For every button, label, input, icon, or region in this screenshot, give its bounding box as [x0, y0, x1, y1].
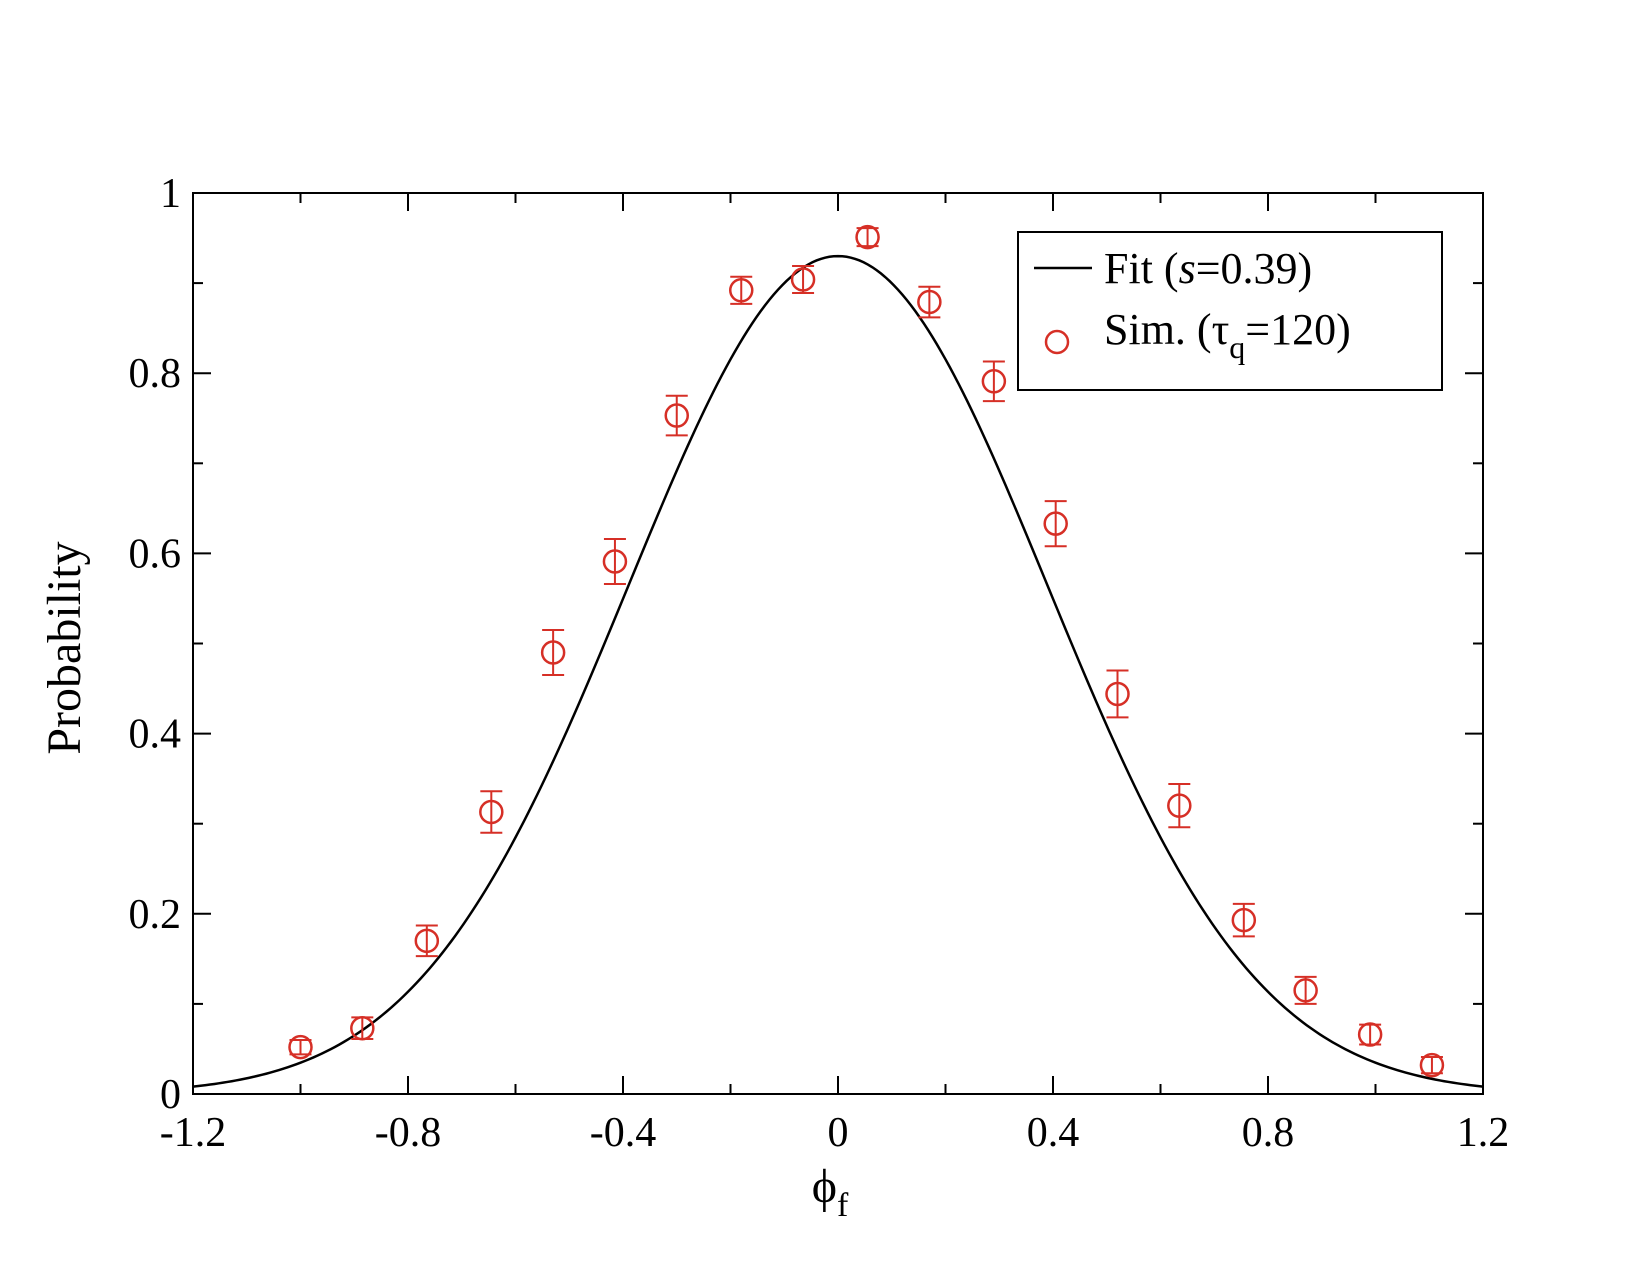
legend-fit-label: Fit (s=0.39) — [1104, 244, 1312, 293]
sim-point — [479, 790, 504, 834]
sim-marker — [602, 549, 628, 574]
sim-marker — [729, 278, 754, 303]
legend-sim-label: Sim. (τq=120) — [1104, 305, 1351, 365]
fit-curve — [192, 254, 1484, 1088]
y-tick-label: 0 — [160, 1072, 181, 1118]
legend-box — [1017, 231, 1443, 391]
sim-marker — [1167, 793, 1192, 818]
sim-point — [917, 285, 942, 319]
sim-point — [729, 275, 754, 305]
sim-point — [602, 537, 628, 586]
sim-marker — [790, 267, 816, 292]
x-tick-label: -1.2 — [160, 1110, 227, 1156]
sim-point — [414, 924, 440, 958]
fit-series — [192, 254, 1484, 1088]
x-tick-label: 0 — [828, 1110, 849, 1156]
x-tick-label: -0.8 — [375, 1110, 442, 1156]
sim-marker — [288, 1034, 313, 1060]
x-tick-label: -0.4 — [590, 1110, 657, 1156]
sim-point — [1105, 669, 1130, 719]
sim-point — [540, 628, 566, 677]
sim-marker — [917, 289, 942, 315]
sim-point — [790, 264, 816, 295]
y-tick-label: 0.8 — [129, 351, 182, 397]
sim-marker — [664, 403, 689, 428]
axis-ticks — [192, 192, 1484, 1095]
sim-point — [1357, 1022, 1383, 1047]
sim-point — [1293, 975, 1318, 1005]
sim-series — [288, 224, 1445, 1078]
x-axis-title: ϕf — [812, 1160, 849, 1224]
sim-point — [1231, 902, 1257, 938]
sim-marker — [1419, 1052, 1445, 1078]
tick-labels: -1.2 -0.8 -0.4 0 0.4 0.8 1.2 0 0.2 0.4 0.6 0.8 1 — [129, 171, 1510, 1156]
sim-point — [1043, 500, 1068, 548]
sim-marker — [540, 640, 566, 665]
x-tick-label: 0.4 — [1027, 1110, 1080, 1156]
y-tick-label: 0.4 — [129, 712, 182, 758]
sim-marker — [855, 224, 880, 250]
sim-point — [288, 1034, 313, 1060]
sim-marker — [1231, 907, 1257, 933]
y-tick-label: 0.2 — [129, 892, 182, 938]
legend: Fit (s=0.39) Sim. (τq=120) — [1017, 231, 1443, 391]
sim-marker — [981, 369, 1007, 394]
legend-sim-marker — [1044, 329, 1070, 355]
y-tick-label: 0.6 — [129, 531, 182, 577]
sim-marker — [479, 799, 504, 825]
sim-marker — [1105, 681, 1130, 707]
y-tick-label: 1 — [160, 171, 181, 217]
sim-point — [350, 1015, 375, 1041]
sim-point — [855, 224, 880, 250]
sim-point — [1419, 1052, 1445, 1078]
sim-marker — [1357, 1022, 1383, 1047]
sim-marker — [414, 928, 440, 954]
sim-marker — [1293, 978, 1318, 1003]
x-tick-label: 1.2 — [1457, 1110, 1510, 1156]
sim-marker — [350, 1015, 375, 1041]
sim-marker — [1043, 511, 1068, 536]
sim-point — [664, 394, 689, 437]
x-tick-label: 0.8 — [1242, 1110, 1295, 1156]
sim-point — [981, 360, 1007, 403]
y-axis-title: Probability — [38, 541, 91, 754]
sim-point — [1167, 783, 1192, 829]
